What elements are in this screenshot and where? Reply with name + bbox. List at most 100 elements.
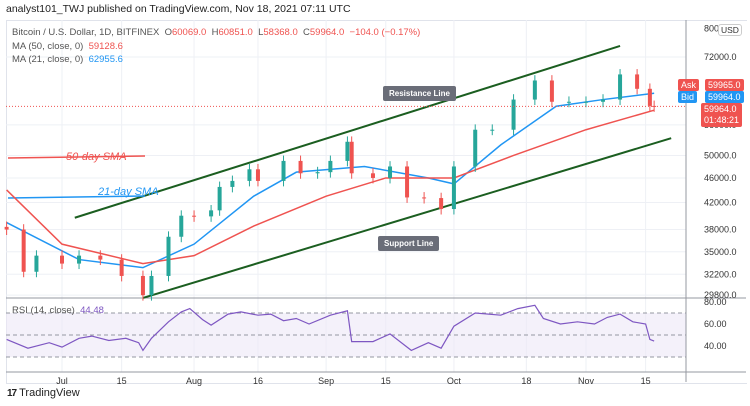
candle-body bbox=[635, 74, 640, 89]
candle-body bbox=[247, 169, 252, 181]
ma50-line bbox=[6, 109, 655, 265]
support-line-label: Support Line bbox=[378, 236, 440, 251]
candle-body bbox=[439, 198, 444, 210]
candle-body bbox=[601, 99, 606, 102]
time-axis-label: Aug bbox=[186, 376, 202, 386]
ask-price: 59965.0 bbox=[705, 79, 744, 91]
rsi-value: 44.48 bbox=[80, 305, 104, 316]
rsi-axis-label: 40.00 bbox=[704, 341, 727, 351]
ma50-label: MA (50, close, 0) bbox=[12, 41, 84, 52]
candle-body bbox=[77, 255, 82, 264]
candle-body bbox=[388, 166, 393, 178]
candle-body bbox=[647, 88, 652, 106]
symbol-name: Bitcoin / U.S. Dollar, 1D, BITFINEX bbox=[12, 27, 160, 38]
ma50-value: 59128.6 bbox=[88, 41, 123, 52]
candle-body bbox=[192, 215, 197, 217]
candle-body bbox=[4, 226, 9, 230]
ma21-line bbox=[6, 92, 655, 269]
candle-body bbox=[315, 172, 320, 174]
time-axis-label: 15 bbox=[641, 376, 651, 386]
bid-price: 59964.0 bbox=[705, 91, 744, 103]
candle-body bbox=[473, 129, 478, 167]
price-axis-label: 42000.0 bbox=[704, 198, 737, 208]
rsi-label: RSI (14, close) bbox=[12, 305, 75, 316]
candle-body bbox=[281, 160, 286, 181]
rsi-legend: RSI (14, close) 44.48 bbox=[12, 305, 104, 316]
currency-button[interactable]: USD bbox=[718, 24, 742, 36]
time-axis-label: 18 bbox=[521, 376, 531, 386]
price-axis-label: 35000.0 bbox=[704, 247, 737, 257]
candle-body bbox=[217, 186, 222, 211]
tradingview-logo[interactable]: 17 TradingView bbox=[7, 387, 80, 399]
candle-body bbox=[422, 197, 427, 199]
candle-body bbox=[98, 255, 103, 260]
candle-body bbox=[511, 99, 516, 130]
last-price: 59964.0 bbox=[704, 104, 737, 114]
resistance-line-label: Resistance Line bbox=[383, 86, 456, 101]
sma50-annotation: 50-day SMA bbox=[66, 151, 127, 163]
ma21-legend: MA (21, close, 0) 62955.6 bbox=[12, 54, 123, 65]
candle-body bbox=[21, 229, 26, 272]
bar-countdown: 01:48:21 bbox=[704, 115, 740, 125]
sma21-annotation: 21-day SMA bbox=[98, 186, 159, 198]
time-axis-label: 15 bbox=[117, 376, 127, 386]
time-axis-label: Oct bbox=[447, 376, 462, 386]
time-axis-label: 15 bbox=[381, 376, 391, 386]
candle-body bbox=[298, 160, 303, 174]
candle-body bbox=[345, 141, 350, 161]
chart-frame bbox=[6, 20, 747, 384]
symbol-legend: Bitcoin / U.S. Dollar, 1D, BITFINEX O600… bbox=[12, 27, 420, 38]
price-axis-label: 32200.0 bbox=[704, 269, 737, 279]
low-label: L bbox=[258, 27, 264, 38]
candle-body bbox=[370, 173, 375, 178]
candle-body bbox=[179, 215, 184, 237]
price-axis-label: 72000.0 bbox=[704, 52, 737, 62]
candle-body bbox=[119, 259, 124, 276]
candle-body bbox=[349, 141, 354, 174]
candle-body bbox=[34, 255, 39, 272]
low-value: 58368.0 bbox=[263, 27, 298, 38]
rsi-axis-label: 80.00 bbox=[704, 297, 727, 307]
candle-body bbox=[140, 275, 145, 296]
price-axis-label: 38000.0 bbox=[704, 225, 737, 235]
close-value: 59964.0 bbox=[309, 27, 345, 38]
open-value: 60069.0 bbox=[171, 27, 207, 38]
high-label: H bbox=[211, 27, 219, 38]
candle-body bbox=[255, 169, 260, 181]
sma21-annotation-line bbox=[7, 195, 146, 199]
candle-body bbox=[566, 101, 571, 103]
candle-body bbox=[532, 80, 537, 100]
close-label: C bbox=[303, 27, 310, 38]
publisher-line: analyst101_TWJ published on TradingView.… bbox=[6, 3, 351, 15]
price-axis-label: 50000.0 bbox=[704, 150, 737, 160]
ma50-legend: MA (50, close, 0) 59128.6 bbox=[12, 41, 123, 52]
candle-body bbox=[149, 275, 154, 296]
time-axis-label: Sep bbox=[318, 376, 334, 386]
change-value: −104.0 (−0.17%) bbox=[349, 27, 421, 38]
tradingview-logo-text: TradingView bbox=[19, 387, 80, 399]
candle-body bbox=[618, 74, 623, 100]
ma21-value: 62955.6 bbox=[88, 54, 123, 65]
last-price-tag: 59964.0 01:48:21 bbox=[701, 103, 743, 127]
high-value: 60851.0 bbox=[218, 27, 253, 38]
open-label: O bbox=[164, 27, 172, 38]
rsi-axis-label: 60.00 bbox=[704, 319, 727, 329]
candle-body bbox=[209, 210, 214, 217]
candle-body bbox=[328, 160, 333, 173]
candle-body bbox=[583, 101, 588, 103]
candle-body bbox=[405, 166, 410, 198]
ma21-label: MA (21, close, 0) bbox=[12, 54, 84, 65]
ask-label: Ask bbox=[678, 79, 700, 91]
bid-label: Bid bbox=[678, 91, 698, 103]
support-trendline bbox=[142, 137, 672, 299]
time-axis-label: Jul bbox=[56, 376, 68, 386]
price-axis-label: 46000.0 bbox=[704, 173, 737, 183]
sma50-annotation-line bbox=[7, 155, 146, 159]
price-axis-label: 29800.0 bbox=[704, 290, 737, 300]
candle-body bbox=[166, 236, 171, 276]
candle-body bbox=[490, 129, 495, 131]
resistance-trendline bbox=[74, 45, 621, 219]
rsi-line bbox=[6, 304, 655, 352]
candle-body bbox=[230, 180, 235, 187]
